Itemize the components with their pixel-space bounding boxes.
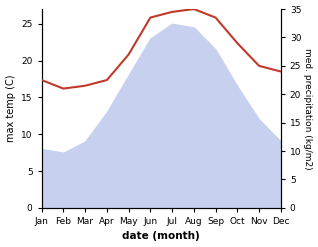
Y-axis label: max temp (C): max temp (C): [5, 75, 16, 142]
X-axis label: date (month): date (month): [122, 231, 200, 242]
Y-axis label: med. precipitation (kg/m2): med. precipitation (kg/m2): [303, 48, 313, 169]
